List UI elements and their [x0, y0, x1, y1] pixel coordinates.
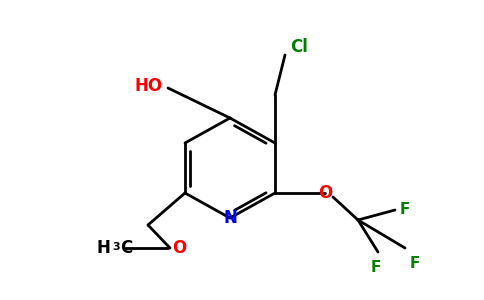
Text: Cl: Cl: [290, 38, 308, 56]
Text: C: C: [120, 239, 132, 257]
Text: O: O: [318, 184, 332, 202]
Text: O: O: [172, 239, 186, 257]
Text: N: N: [223, 209, 237, 227]
Text: F: F: [371, 260, 381, 275]
Text: 3: 3: [112, 242, 120, 252]
Text: F: F: [410, 256, 421, 271]
Text: H: H: [96, 239, 110, 257]
Text: HO: HO: [135, 77, 163, 95]
Text: F: F: [400, 202, 410, 217]
